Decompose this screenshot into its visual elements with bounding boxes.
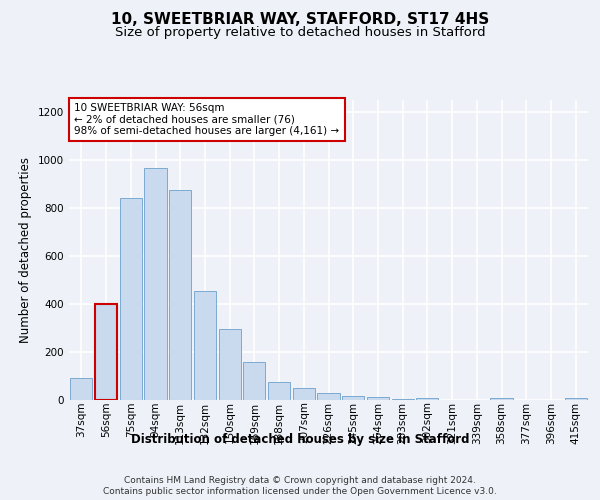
Bar: [169, 190, 191, 400]
Bar: [293, 388, 315, 400]
Bar: [392, 399, 414, 400]
Bar: [317, 393, 340, 400]
Bar: [367, 397, 389, 400]
Bar: [416, 398, 439, 400]
Bar: [145, 168, 167, 400]
Bar: [119, 198, 142, 400]
Bar: [342, 396, 364, 400]
Bar: [490, 398, 512, 400]
Text: Contains HM Land Registry data © Crown copyright and database right 2024.: Contains HM Land Registry data © Crown c…: [124, 476, 476, 485]
Bar: [565, 398, 587, 400]
Bar: [70, 378, 92, 400]
Y-axis label: Number of detached properties: Number of detached properties: [19, 157, 32, 343]
Text: Size of property relative to detached houses in Stafford: Size of property relative to detached ho…: [115, 26, 485, 39]
Text: Distribution of detached houses by size in Stafford: Distribution of detached houses by size …: [131, 432, 469, 446]
Text: 10 SWEETBRIAR WAY: 56sqm
← 2% of detached houses are smaller (76)
98% of semi-de: 10 SWEETBRIAR WAY: 56sqm ← 2% of detache…: [74, 103, 340, 136]
Text: Contains public sector information licensed under the Open Government Licence v3: Contains public sector information licen…: [103, 487, 497, 496]
Bar: [268, 382, 290, 400]
Bar: [194, 291, 216, 400]
Bar: [95, 304, 117, 400]
Text: 10, SWEETBRIAR WAY, STAFFORD, ST17 4HS: 10, SWEETBRIAR WAY, STAFFORD, ST17 4HS: [111, 12, 489, 28]
Bar: [243, 362, 265, 400]
Bar: [218, 329, 241, 400]
